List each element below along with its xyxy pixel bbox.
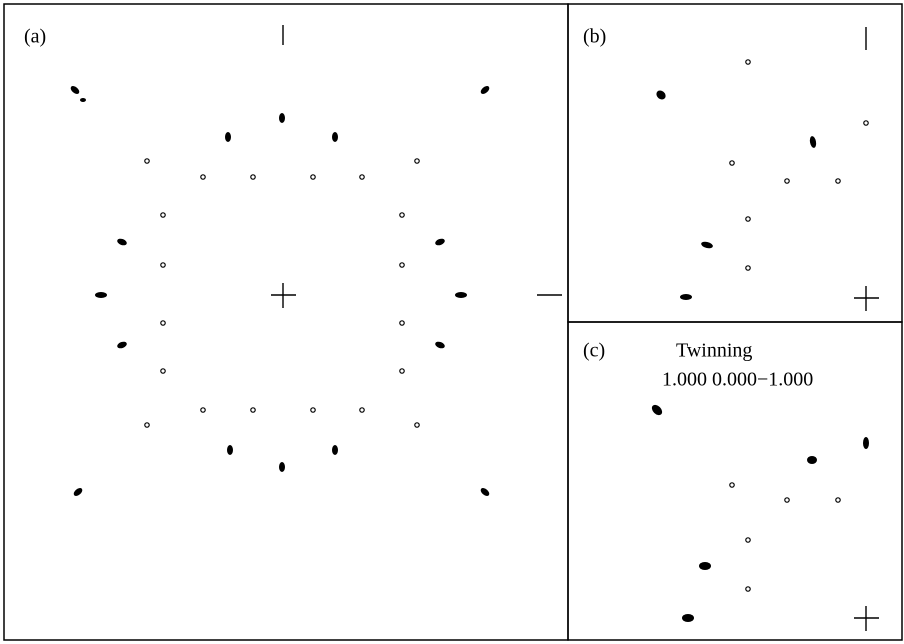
spot xyxy=(415,159,419,163)
spot xyxy=(360,408,364,412)
spot xyxy=(161,369,165,373)
spot xyxy=(836,179,840,183)
reflection xyxy=(863,437,869,449)
panel-label: (c) xyxy=(583,340,605,362)
reflection xyxy=(227,445,233,455)
spot xyxy=(415,423,419,427)
reflection xyxy=(116,237,127,246)
spot xyxy=(251,408,255,412)
reflection xyxy=(650,403,664,417)
reflection xyxy=(680,294,692,300)
spot xyxy=(161,213,165,217)
reflection xyxy=(699,562,711,570)
reflection xyxy=(279,462,285,472)
spot xyxy=(746,538,750,542)
spot xyxy=(251,175,255,179)
reflection xyxy=(72,486,84,497)
spot xyxy=(360,175,364,179)
reflection xyxy=(332,445,338,455)
reflection xyxy=(69,84,81,95)
reflection xyxy=(809,136,817,149)
reflection xyxy=(655,89,668,102)
reflection xyxy=(682,614,694,622)
panel-label: (a) xyxy=(24,26,46,48)
spot xyxy=(864,121,868,125)
reflection xyxy=(434,340,445,349)
reflection xyxy=(225,132,231,142)
panel-title: Twinning xyxy=(676,340,752,362)
spot xyxy=(161,321,165,325)
spot xyxy=(145,423,149,427)
panel-subtitle: 1.000 0.000−1.000 xyxy=(662,369,813,391)
reflection xyxy=(479,84,491,95)
spot xyxy=(400,263,404,267)
reflection xyxy=(80,98,86,102)
reflection xyxy=(116,340,127,349)
spot xyxy=(785,179,789,183)
spot xyxy=(311,175,315,179)
spot xyxy=(201,408,205,412)
spot xyxy=(746,587,750,591)
spot xyxy=(400,321,404,325)
reflection xyxy=(700,241,713,250)
spot xyxy=(311,408,315,412)
reflection xyxy=(455,292,467,298)
figure: (a) (b) (c) Twinning 1.000 0.000−1.000 xyxy=(0,0,904,644)
panel-label: (b) xyxy=(583,26,606,48)
reflection xyxy=(807,456,817,464)
reflection xyxy=(479,486,491,497)
spot xyxy=(746,60,750,64)
spot xyxy=(161,263,165,267)
spot xyxy=(145,159,149,163)
reflection xyxy=(332,132,338,142)
spot xyxy=(201,175,205,179)
spot xyxy=(400,213,404,217)
reflection xyxy=(279,113,285,123)
spot xyxy=(785,498,789,502)
spot xyxy=(730,161,734,165)
spot xyxy=(730,483,734,487)
spot xyxy=(746,266,750,270)
spot xyxy=(746,217,750,221)
spot xyxy=(400,369,404,373)
panel-b-frame xyxy=(568,4,902,322)
panel-a-frame xyxy=(4,4,568,640)
spot xyxy=(836,498,840,502)
diffraction-pattern xyxy=(69,25,879,631)
reflection xyxy=(434,237,445,246)
reflection xyxy=(95,292,107,298)
